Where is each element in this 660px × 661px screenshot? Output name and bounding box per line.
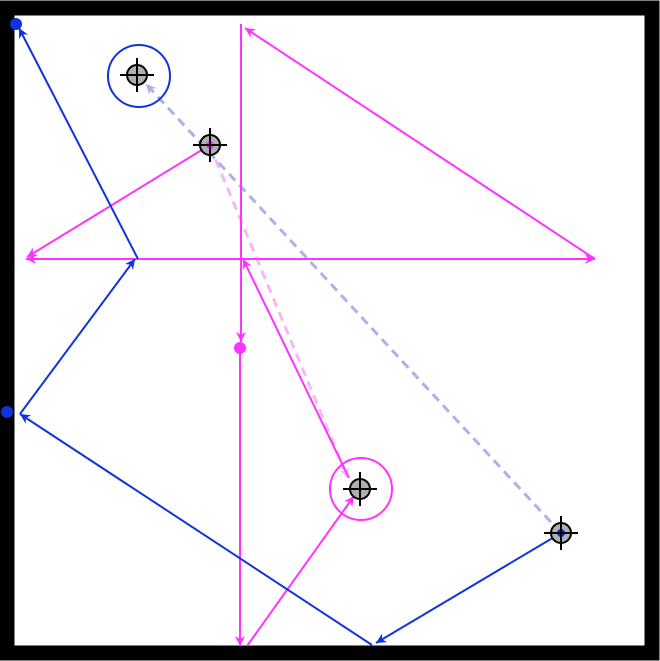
- blue-path: [18, 27, 562, 646]
- blue-dot-left-edge: [1, 406, 13, 418]
- magenta-dot: [234, 342, 246, 354]
- blue-segment-2: [19, 413, 373, 646]
- crosshair-target-icon: [544, 516, 578, 550]
- magenta-segment-2: [246, 495, 355, 647]
- crosshair-target-icon: [120, 58, 154, 92]
- blue-segment-3: [19, 258, 136, 415]
- magenta-path: [26, 24, 596, 647]
- crosshair-target-icon: [193, 128, 227, 162]
- magenta-segment-5: [244, 27, 596, 260]
- blue-dot: [10, 18, 22, 30]
- blue-guide-line: [144, 82, 563, 535]
- magenta-target-ring: [329, 457, 393, 521]
- crosshair-target-icon: [343, 472, 377, 506]
- magenta-segment-8: [26, 147, 206, 258]
- magenta-segment-3: [242, 258, 350, 479]
- blue-segment-1: [375, 532, 562, 644]
- blue-target-ring: [107, 44, 171, 108]
- blue-segment-4: [18, 27, 139, 260]
